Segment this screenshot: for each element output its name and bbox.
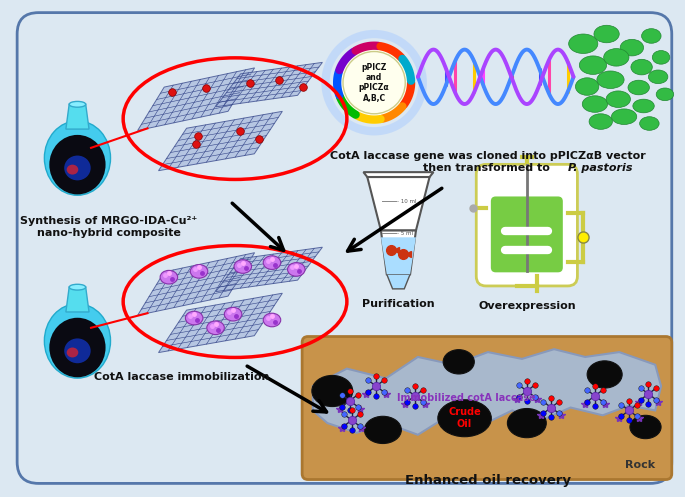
- Ellipse shape: [587, 361, 622, 388]
- Ellipse shape: [438, 400, 491, 437]
- Ellipse shape: [508, 409, 546, 438]
- Text: Purification: Purification: [362, 299, 435, 309]
- Ellipse shape: [628, 80, 649, 95]
- Ellipse shape: [66, 347, 78, 357]
- Ellipse shape: [589, 114, 612, 129]
- Polygon shape: [66, 104, 89, 129]
- Text: Enhanced oil recovery: Enhanced oil recovery: [405, 474, 571, 487]
- Ellipse shape: [64, 338, 90, 363]
- Polygon shape: [138, 252, 255, 315]
- Ellipse shape: [45, 304, 110, 378]
- Ellipse shape: [580, 56, 607, 75]
- Ellipse shape: [631, 59, 652, 75]
- Polygon shape: [381, 231, 416, 274]
- Ellipse shape: [612, 109, 637, 124]
- Ellipse shape: [45, 121, 110, 195]
- Ellipse shape: [234, 260, 251, 273]
- FancyBboxPatch shape: [302, 336, 672, 480]
- Ellipse shape: [606, 91, 630, 107]
- Circle shape: [343, 52, 406, 114]
- Text: then transformed to: then transformed to: [423, 164, 553, 173]
- Ellipse shape: [603, 49, 629, 66]
- Text: P. pastoris: P. pastoris: [568, 164, 632, 173]
- Text: - 5 ml: - 5 ml: [397, 231, 414, 236]
- FancyBboxPatch shape: [491, 196, 563, 272]
- Ellipse shape: [186, 311, 203, 325]
- Ellipse shape: [263, 313, 281, 327]
- Ellipse shape: [640, 117, 659, 130]
- Ellipse shape: [582, 96, 608, 112]
- Polygon shape: [364, 172, 434, 177]
- Ellipse shape: [224, 307, 242, 321]
- Ellipse shape: [620, 39, 643, 56]
- Ellipse shape: [597, 71, 624, 88]
- Text: - 10 ml: - 10 ml: [397, 199, 417, 204]
- Ellipse shape: [575, 78, 599, 95]
- Ellipse shape: [49, 318, 105, 377]
- Ellipse shape: [190, 264, 208, 278]
- Ellipse shape: [160, 270, 177, 284]
- Ellipse shape: [652, 51, 670, 64]
- Ellipse shape: [288, 262, 305, 276]
- Text: Crude
Oil: Crude Oil: [448, 408, 481, 429]
- Text: Immobilized cotA laccase: Immobilized cotA laccase: [397, 393, 536, 403]
- Polygon shape: [367, 177, 429, 231]
- Polygon shape: [387, 274, 410, 289]
- Ellipse shape: [66, 165, 78, 174]
- Ellipse shape: [312, 375, 353, 407]
- Ellipse shape: [443, 350, 474, 374]
- FancyBboxPatch shape: [17, 12, 672, 484]
- Text: Overexpression: Overexpression: [478, 301, 575, 311]
- Polygon shape: [216, 247, 323, 292]
- Ellipse shape: [69, 101, 86, 107]
- Ellipse shape: [64, 156, 90, 180]
- Ellipse shape: [649, 70, 668, 83]
- Ellipse shape: [656, 88, 674, 101]
- Polygon shape: [138, 68, 255, 131]
- Polygon shape: [216, 62, 323, 107]
- Polygon shape: [313, 349, 661, 435]
- Ellipse shape: [69, 284, 86, 290]
- Text: Synthesis of MRGO-IDA-Cu²⁺
nano-hybrid composite: Synthesis of MRGO-IDA-Cu²⁺ nano-hybrid c…: [20, 216, 197, 238]
- Text: Rock: Rock: [625, 460, 656, 470]
- Ellipse shape: [630, 415, 661, 439]
- Text: CotA laccase immobilization: CotA laccase immobilization: [94, 372, 269, 382]
- Ellipse shape: [49, 135, 105, 194]
- Ellipse shape: [594, 25, 619, 43]
- Ellipse shape: [263, 256, 281, 269]
- Text: CotA laccase gene was cloned into pPICZαB vector: CotA laccase gene was cloned into pPICZα…: [330, 151, 646, 161]
- Polygon shape: [158, 111, 282, 170]
- Ellipse shape: [633, 99, 654, 113]
- Ellipse shape: [207, 321, 224, 334]
- Polygon shape: [381, 237, 416, 274]
- Circle shape: [334, 42, 415, 124]
- Ellipse shape: [642, 29, 661, 43]
- Polygon shape: [158, 293, 282, 352]
- Text: pPICZ
and
pPICZα
A,B,C: pPICZ and pPICZα A,B,C: [359, 63, 390, 103]
- FancyBboxPatch shape: [476, 165, 577, 286]
- Ellipse shape: [364, 416, 401, 443]
- Ellipse shape: [569, 34, 598, 54]
- Polygon shape: [66, 287, 89, 312]
